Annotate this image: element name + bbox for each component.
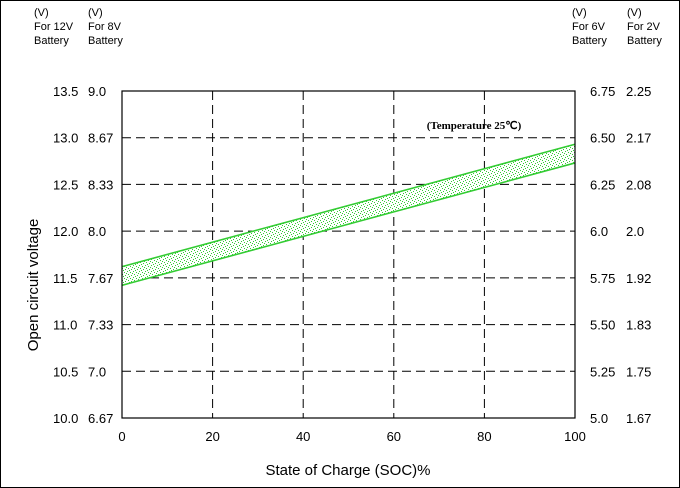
x-tick-label: 100 [564,429,586,444]
right-axis-unit-label: (V) [627,7,642,19]
y-tick-label-left: 10.0 [53,411,78,426]
y-tick-label-right: 1.92 [626,271,651,286]
temperature-annotation: (Temperature 25℃) [427,120,522,132]
left-axis-unit-label: For 12V [34,21,74,33]
y-tick-label-right: 5.50 [590,318,615,333]
left-axis-unit-label: (V) [34,7,49,19]
left-axis-unit-label: Battery [88,35,123,47]
y-tick-label-right: 5.0 [590,411,608,426]
y-axis-label: Open circuit voltage [25,219,42,352]
y-tick-label-right: 2.25 [626,84,651,99]
left-axis-unit-label: (V) [88,7,103,19]
y-tick-label-right: 1.83 [626,318,651,333]
left-axis-unit-label: Battery [34,35,69,47]
tick-layer: 0 20 40 60 80 100 13.5 13.0 12.5 12.0 11.5 11.0 10.5… [53,84,651,444]
y-tick-label-right: 2.17 [626,131,651,146]
voltage-band-upper-line [121,143,576,268]
y-tick-label-left: 13.0 [53,131,78,146]
y-tick-label-left: 7.0 [88,364,106,379]
x-tick-label: 40 [296,429,310,444]
y-tick-label-right: 5.75 [590,271,615,286]
right-axis-unit-label: For 2V [627,21,661,33]
right-axis-unit-label: (V) [572,7,587,19]
y-tick-label-left: 11.5 [53,271,77,286]
x-tick-label: 80 [477,429,491,444]
y-tick-label-left: 8.67 [88,131,113,146]
y-tick-label-left: 7.67 [88,271,113,286]
grid-lines [122,91,575,418]
voltage-band-lower-line [121,162,576,287]
y-tick-label-right: 2.0 [626,224,644,239]
y-tick-label-left: 10.5 [53,364,78,379]
y-tick-label-left: 12.5 [53,177,78,192]
left-axis-unit-label: For 8V [88,21,122,33]
y-tick-label-right: 1.67 [626,411,651,426]
y-tick-label-right: 6.75 [590,84,615,99]
y-tick-label-right: 5.25 [590,364,615,379]
y-tick-label-left: 8.33 [88,177,113,192]
unit-layer: (V) For 12V Battery (V) For 8V Battery (V) For … [34,7,662,47]
band-layer [121,143,576,287]
x-axis-label: State of Charge (SOC)% [265,462,430,479]
right-axis-unit-label: Battery [627,35,662,47]
y-tick-label-right: 6.0 [590,224,608,239]
voltage-band-fill [122,144,575,286]
x-tick-label: 60 [387,429,401,444]
plot-frame [121,90,576,419]
x-tick-label: 20 [205,429,219,444]
right-axis-unit-label: Battery [572,35,607,47]
y-tick-label-left: 9.0 [88,84,106,99]
x-tick-label: 0 [118,429,125,444]
y-tick-label-right: 6.25 [590,177,615,192]
y-tick-label-left: 8.0 [88,224,106,239]
y-tick-label-right: 6.50 [590,131,615,146]
y-tick-label-left: 6.67 [88,411,113,426]
y-tick-label-left: 13.5 [53,84,78,99]
y-tick-label-right: 1.75 [626,364,651,379]
y-tick-label-right: 2.08 [626,177,651,192]
y-tick-label-left: 12.0 [53,224,78,239]
y-tick-label-left: 7.33 [88,318,113,333]
y-tick-label-left: 11.0 [53,318,77,333]
right-axis-unit-label: For 6V [572,21,606,33]
